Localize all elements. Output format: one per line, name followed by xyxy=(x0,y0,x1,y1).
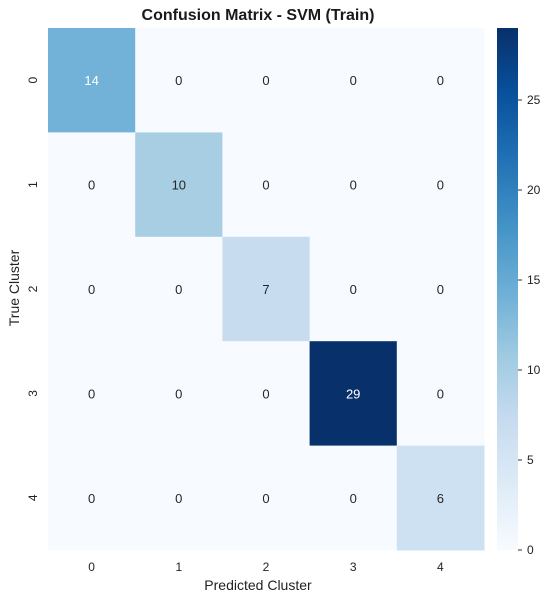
cell-value-r0-c0: 14 xyxy=(84,73,98,88)
x-tick-label-1: 1 xyxy=(175,560,182,574)
colorbar-tick-label-4: 20 xyxy=(527,183,541,197)
y-tick-label-0: 0 xyxy=(26,77,40,84)
cell-value-r4-c1: 0 xyxy=(175,491,182,506)
colorbar-tick-label-2: 10 xyxy=(527,363,541,377)
chart-title: Confusion Matrix - SVM (Train) xyxy=(142,7,375,24)
heatmap-cell-r2-c4 xyxy=(396,236,485,342)
heatmap-cells xyxy=(48,28,485,551)
heatmap-cell-r1-c2 xyxy=(222,132,311,238)
cell-value-r4-c4: 6 xyxy=(437,491,444,506)
colorbar xyxy=(497,28,518,550)
heatmap-cell-r4-c2 xyxy=(222,445,311,551)
heatmap-cell-r3-c4 xyxy=(396,341,485,447)
cell-value-r1-c3: 0 xyxy=(350,178,357,193)
heatmap-cell-r4-c4 xyxy=(396,445,485,551)
y-tick-label-1: 1 xyxy=(26,181,40,188)
heatmap-cell-r0-c4 xyxy=(396,28,485,133)
cell-value-r0-c2: 0 xyxy=(262,73,269,88)
cell-value-r3-c3: 29 xyxy=(346,386,360,401)
heatmap-cell-r1-c1 xyxy=(135,132,223,238)
x-axis-ticks: 0 1 2 3 4 xyxy=(88,560,444,574)
cell-value-r3-c4: 0 xyxy=(437,386,444,401)
cell-value-r1-c4: 0 xyxy=(437,178,444,193)
cell-value-r2-c4: 0 xyxy=(437,282,444,297)
cell-value-r4-c0: 0 xyxy=(88,491,95,506)
colorbar-tick-label-0: 0 xyxy=(527,543,534,557)
y-axis-ticks: 0 1 2 3 4 xyxy=(26,77,40,502)
heatmap-cell-r1-c3 xyxy=(309,132,398,238)
heatmap-cell-r1-c0 xyxy=(48,132,136,238)
heatmap-cell-r4-c0 xyxy=(48,445,136,551)
cell-value-r0-c3: 0 xyxy=(350,73,357,88)
cell-value-r3-c2: 0 xyxy=(262,386,269,401)
heatmap-cell-r2-c1 xyxy=(135,236,223,342)
heatmap-cell-r3-c1 xyxy=(135,341,223,447)
heatmap-cell-r2-c0 xyxy=(48,236,136,342)
cell-value-r2-c0: 0 xyxy=(88,282,95,297)
x-tick-label-2: 2 xyxy=(263,560,270,574)
cell-value-r3-c1: 0 xyxy=(175,386,182,401)
cell-value-r1-c1: 10 xyxy=(172,178,186,193)
heatmap-cell-r0-c3 xyxy=(309,28,398,133)
x-axis-label: Predicted Cluster xyxy=(204,577,312,593)
x-tick-label-0: 0 xyxy=(88,560,95,574)
heatmap-cell-r4-c1 xyxy=(135,445,223,551)
y-tick-label-3: 3 xyxy=(26,390,40,397)
cell-value-r0-c1: 0 xyxy=(175,73,182,88)
x-tick-label-4: 4 xyxy=(437,560,444,574)
cell-value-r1-c2: 0 xyxy=(262,178,269,193)
heatmap-cell-r3-c3 xyxy=(309,341,398,447)
x-tick-label-3: 3 xyxy=(350,560,357,574)
cell-value-r4-c2: 0 xyxy=(262,491,269,506)
cell-value-r3-c0: 0 xyxy=(88,386,95,401)
heatmap-cell-r0-c2 xyxy=(222,28,311,133)
y-tick-label-4: 4 xyxy=(26,494,40,501)
cell-value-r0-c4: 0 xyxy=(437,73,444,88)
heatmap-cell-r0-c1 xyxy=(135,28,223,133)
heatmap-cell-labels: 14 0 0 0 0 0 10 0 0 0 0 0 7 0 0 0 0 0 29 0 0 0 0 0 6 xyxy=(84,73,444,506)
heatmap-cell-r2-c3 xyxy=(309,236,398,342)
cell-value-r1-c0: 0 xyxy=(88,178,95,193)
cell-value-r4-c3: 0 xyxy=(350,491,357,506)
heatmap-cell-r3-c0 xyxy=(48,341,136,447)
cell-value-r2-c2: 7 xyxy=(262,282,269,297)
heatmap-cell-r2-c2 xyxy=(222,236,311,342)
colorbar-tick-label-5: 25 xyxy=(527,93,541,107)
heatmap-cell-r3-c2 xyxy=(222,341,311,447)
colorbar-tick-label-1: 5 xyxy=(527,453,534,467)
heatmap-cell-r1-c4 xyxy=(396,132,485,238)
y-axis-label: True Cluster xyxy=(6,249,22,326)
colorbar-ticks: 0 5 10 15 20 25 xyxy=(518,93,541,557)
cell-value-r2-c3: 0 xyxy=(350,282,357,297)
heatmap-cell-r0-c0 xyxy=(48,28,136,133)
y-tick-label-2: 2 xyxy=(26,285,40,292)
cell-value-r2-c1: 0 xyxy=(175,282,182,297)
heatmap-cell-r4-c3 xyxy=(309,445,398,551)
colorbar-tick-label-3: 15 xyxy=(527,273,541,287)
